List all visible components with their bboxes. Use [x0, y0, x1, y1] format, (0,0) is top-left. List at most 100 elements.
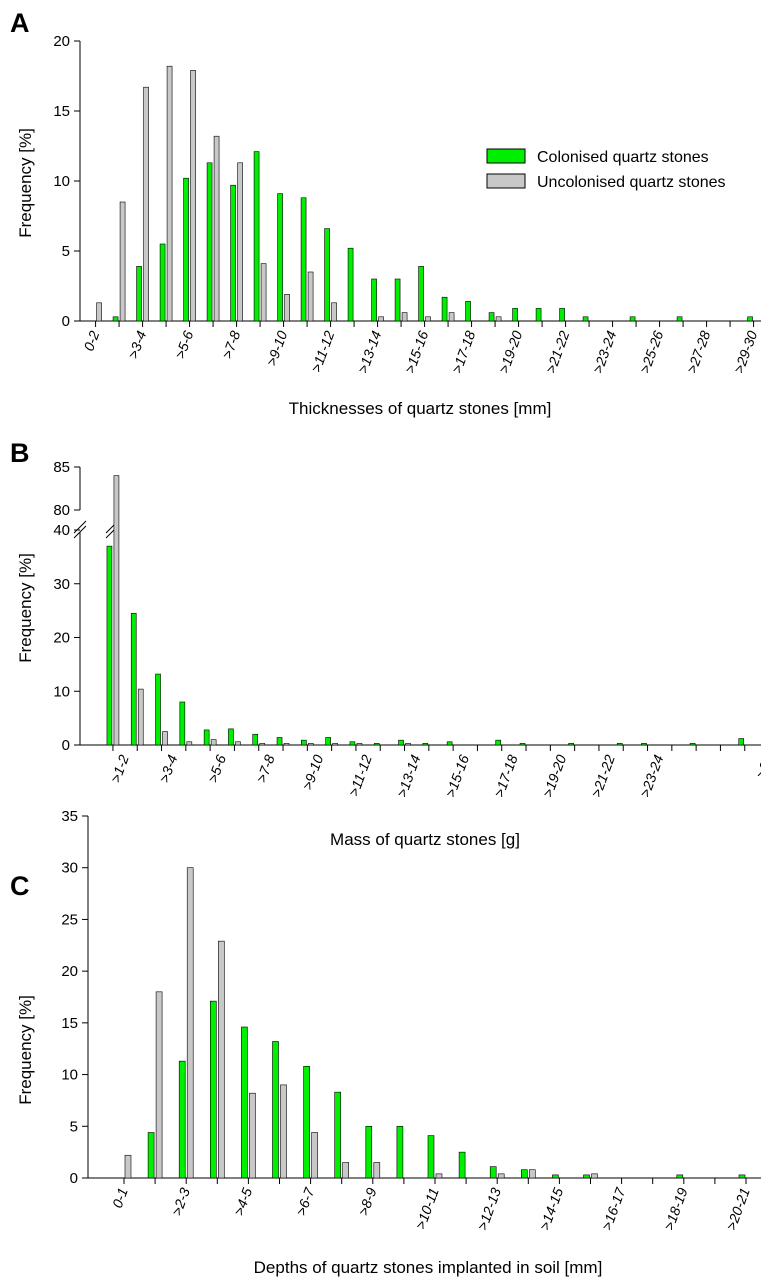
x-tick-label: >5-6: [172, 328, 197, 360]
bar-uncolonised: [96, 302, 102, 322]
x-tick-label: >12-13: [474, 1185, 504, 1232]
bar-colonised: [641, 743, 647, 746]
y-tick-label: 80: [53, 502, 70, 519]
bar-colonised: [277, 193, 283, 322]
x-tick-label: >3-4: [125, 328, 150, 360]
bar-colonised: [365, 1125, 373, 1179]
bar-colonised: [130, 613, 137, 746]
bar-colonised: [689, 743, 696, 746]
x-tick-label: >19-20: [539, 752, 569, 799]
x-tick-label: >17-18: [448, 328, 478, 375]
x-tick-label: >29-30: [730, 328, 760, 375]
y-tick-label: 20: [53, 630, 70, 647]
x-tick-label: >10-11: [412, 1186, 442, 1232]
bar-uncolonised: [283, 743, 290, 746]
y-tick-label: 5: [62, 243, 70, 260]
bar-uncolonised: [155, 991, 163, 1179]
bar-colonised: [276, 737, 283, 746]
bar-uncolonised: [448, 312, 455, 322]
bar-colonised: [418, 266, 424, 322]
bar-colonised: [272, 1041, 279, 1179]
panel-label-b: B: [10, 438, 30, 468]
panel-a-ylabel: Frequency [%]: [16, 128, 35, 238]
bar-uncolonised: [217, 940, 225, 1179]
y-tick-label: 20: [61, 963, 78, 980]
bar-uncolonised: [166, 65, 173, 322]
bar-uncolonised: [401, 312, 408, 322]
bar-uncolonised: [237, 162, 243, 322]
bar-colonised: [676, 1174, 684, 1179]
y-tick-label: 5: [70, 1118, 78, 1135]
bar-colonised: [147, 1132, 155, 1179]
bar-colonised: [738, 1174, 746, 1179]
x-tick-label: >18-19: [661, 1185, 691, 1232]
bar-uncolonised: [124, 1154, 132, 1179]
bar-colonised: [112, 316, 119, 322]
bar-uncolonised: [210, 739, 217, 746]
x-tick-label: >15-16: [401, 328, 431, 375]
x-tick-label: >11-12: [308, 328, 338, 374]
x-tick-label: >3-4: [156, 752, 181, 784]
bar-colonised: [520, 1169, 528, 1179]
bar-uncolonised: [528, 1169, 536, 1179]
bar-uncolonised: [378, 316, 384, 322]
bar-colonised: [303, 1065, 310, 1179]
bar-colonised: [488, 312, 495, 322]
axis-break-mark: [73, 520, 87, 534]
bar-uncolonised: [284, 294, 290, 322]
x-tick-label: >8-9: [355, 1185, 380, 1217]
x-tick-label: >7-8: [253, 752, 278, 784]
bar-colonised: [676, 316, 683, 322]
panel-b-plot: 80 85 0 10 20 30 40 >1-2 >3-4 >5-6 >7-8 >9-10 >11-12…: [53, 459, 761, 799]
y-tick-label: 20: [53, 33, 70, 50]
x-tick-label: >27-28: [683, 328, 713, 375]
x-tick-label: >21-22: [542, 328, 572, 375]
bar-uncolonised: [497, 1173, 505, 1179]
bar-colonised: [422, 743, 429, 746]
bar-uncolonised: [331, 302, 337, 322]
y-tick-label: 85: [53, 459, 70, 476]
bar-uncolonised: [113, 475, 120, 746]
bar-colonised: [398, 739, 404, 746]
bar-colonised: [206, 162, 213, 322]
bar-colonised: [629, 316, 636, 322]
bar-colonised: [252, 733, 259, 746]
panel-label-a: A: [10, 8, 30, 38]
panel-a: A 0 5 10 15 20 0-2 >3-4 >5-6 >7-8 >9-10 >11-12 >13-…: [10, 8, 761, 418]
legend-label-uncolonised: Uncolonised quartz stones: [537, 174, 726, 191]
bar-colonised: [738, 738, 745, 746]
panel-b-ylabel: Frequency [%]: [16, 553, 35, 663]
bar-colonised: [325, 737, 331, 746]
x-tick-label: >1-2: [107, 752, 132, 784]
y-tick-label: 30: [53, 576, 70, 593]
bar-uncolonised: [435, 1173, 443, 1179]
legend-label-colonised: Colonised quartz stones: [537, 149, 709, 166]
x-tick-label: >5-6: [204, 752, 229, 784]
bar-colonised: [512, 308, 518, 322]
x-tick-label: >23-24: [589, 328, 619, 375]
y-tick-label: 10: [53, 683, 70, 700]
bar-colonised: [178, 1060, 186, 1179]
bar-colonised: [489, 1166, 497, 1179]
bar-colonised: [347, 247, 354, 322]
panel-c-xlabel: Depths of quartz stones implanted in soi…: [254, 1258, 603, 1277]
bar-colonised: [334, 1091, 341, 1179]
bar-colonised: [519, 743, 526, 746]
bar-uncolonised: [311, 1132, 318, 1179]
bar-colonised: [253, 151, 260, 322]
x-tick-label: >26: [753, 752, 761, 780]
bar-uncolonised: [342, 1162, 349, 1179]
bar-colonised: [179, 701, 186, 746]
bar-colonised: [106, 545, 113, 746]
bar-colonised: [155, 673, 161, 746]
bar-colonised: [241, 1026, 248, 1179]
bar-colonised: [582, 316, 589, 322]
legend-swatch-uncolonised: [486, 173, 526, 189]
bar-uncolonised: [260, 263, 267, 322]
bar-colonised: [616, 743, 623, 746]
bar-colonised: [441, 296, 448, 322]
legend-swatch-colonised: [486, 148, 526, 164]
bar-colonised: [394, 278, 401, 322]
y-tick-label: 15: [53, 103, 70, 120]
axis-break-mark: [73, 525, 87, 539]
